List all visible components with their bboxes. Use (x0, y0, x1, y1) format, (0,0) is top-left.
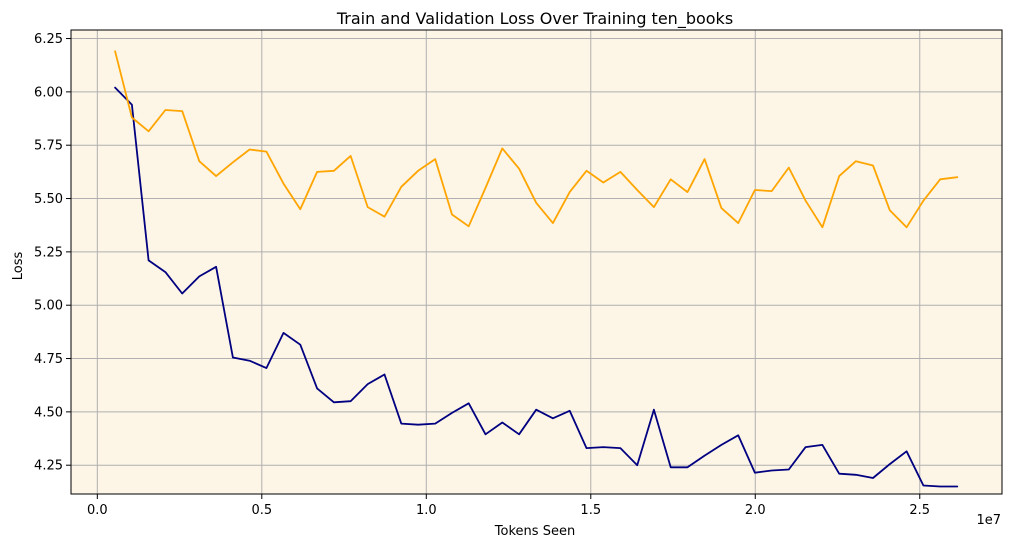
y-tick-label: 6.25 (34, 32, 63, 47)
series-line-1 (114, 86, 959, 488)
y-tick-label: 5.75 (34, 139, 63, 154)
y-tick-label: 4.25 (34, 459, 63, 474)
series-lines (114, 50, 959, 488)
x-tick-label: 0.0 (87, 503, 108, 518)
y-axis-label: Loss (11, 252, 26, 281)
x-tick-label: 1.5 (580, 503, 601, 518)
x-tick-label: 2.0 (745, 503, 766, 518)
y-tick-label: 4.75 (34, 352, 63, 367)
y-tick-label: 4.50 (34, 405, 63, 420)
y-tick-label: 6.00 (34, 85, 63, 100)
x-tick-label: 1.0 (416, 503, 437, 518)
series-line-2 (114, 50, 959, 229)
x-tick-label: 0.5 (251, 503, 272, 518)
x-axis-label: Tokens Seen (494, 524, 575, 539)
y-tick-label: 5.25 (34, 245, 63, 260)
plot-area (71, 30, 1002, 494)
chart-title: Train and Validation Loss Over Training … (336, 9, 733, 29)
y-tick-label: 5.00 (34, 299, 63, 314)
grid-lines (71, 30, 1002, 494)
plot-frame (70, 29, 1003, 495)
x-tick-label: 2.5 (909, 503, 930, 518)
axis-ticks: 0.0 0.5 1.0 1.5 2.0 2.5 4.25 4.50 4.75 5.00 5.25 5.… (34, 32, 930, 518)
x-axis-offset-label: 1e7 (976, 513, 1001, 528)
y-tick-label: 5.50 (34, 192, 63, 207)
